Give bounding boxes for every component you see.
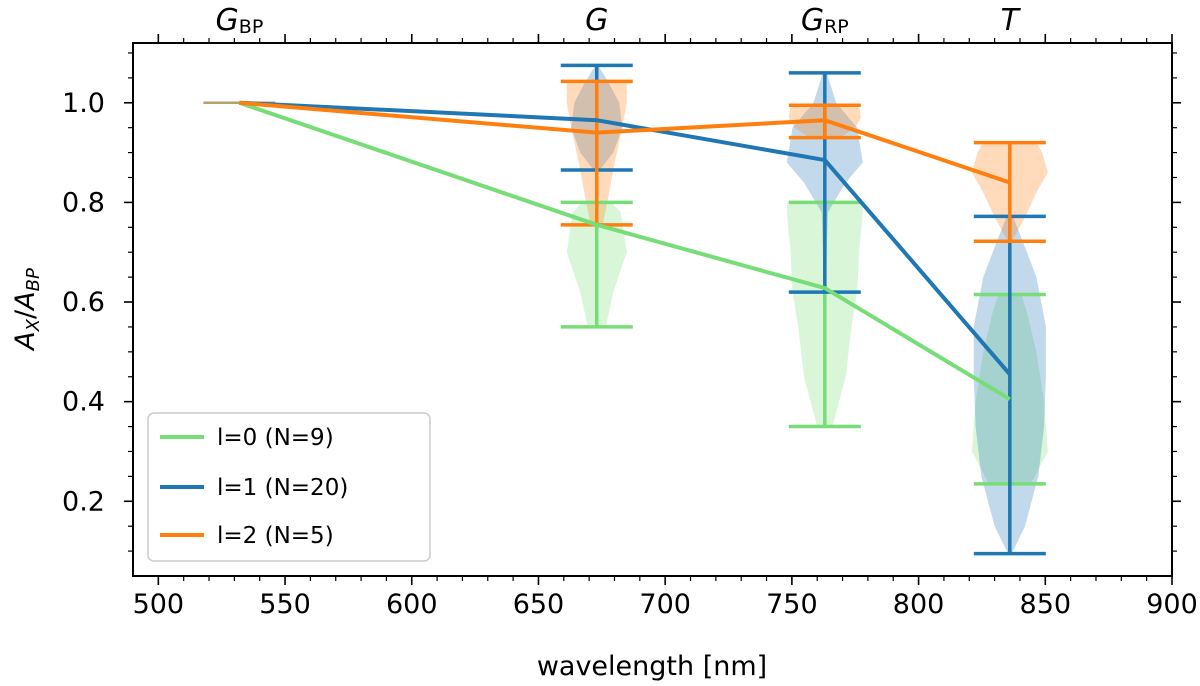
- legend-label-l1: l=1 (N=20): [217, 475, 348, 501]
- x-tick-label: 750: [766, 589, 818, 620]
- legend-label-l0: l=0 (N=9): [217, 425, 334, 451]
- y-tick-label: 1.0: [62, 88, 105, 119]
- y-tick-label: 0.4: [62, 387, 105, 418]
- y-tick-label: 0.6: [62, 287, 105, 318]
- top-band-labels: GBP G GRP T: [216, 3, 1022, 38]
- series-line-1: [239, 100, 1012, 376]
- axis-ticks: 500 550 600 650 700 750 800 850 900 0.2 0.4 0.6 0.8 1…: [62, 34, 1198, 620]
- x-tick-label: 850: [1020, 589, 1072, 620]
- series-line-0: [238, 100, 1011, 401]
- x-tick-label: 800: [893, 589, 945, 620]
- legend-label-l2: l=2 (N=5): [217, 523, 334, 549]
- band-label-gbp: GBP: [216, 3, 264, 38]
- plot-frame: [132, 42, 1173, 577]
- x-tick-label: 500: [133, 589, 185, 620]
- band-label-g: G: [585, 3, 608, 38]
- y-tick-label: 0.2: [62, 486, 105, 517]
- x-tick-label: 550: [259, 589, 311, 620]
- x-tick-label: 650: [513, 589, 565, 620]
- y-axis-label: AX/ABP: [10, 268, 44, 352]
- legend: l=0 (N=9) l=1 (N=20) l=2 (N=5): [147, 412, 431, 562]
- band-label-t: T: [1001, 3, 1022, 38]
- legend-box: [147, 412, 431, 562]
- y-tick-label: 0.8: [62, 187, 105, 218]
- band-label-grp: GRP: [801, 3, 849, 38]
- series-line-2: [239, 100, 1011, 185]
- x-tick-label: 600: [386, 589, 438, 620]
- x-tick-label: 900: [1146, 589, 1198, 620]
- series-lines: [238, 100, 1012, 401]
- x-tick-label: 700: [639, 589, 691, 620]
- x-axis-label: wavelength [nm]: [537, 651, 767, 682]
